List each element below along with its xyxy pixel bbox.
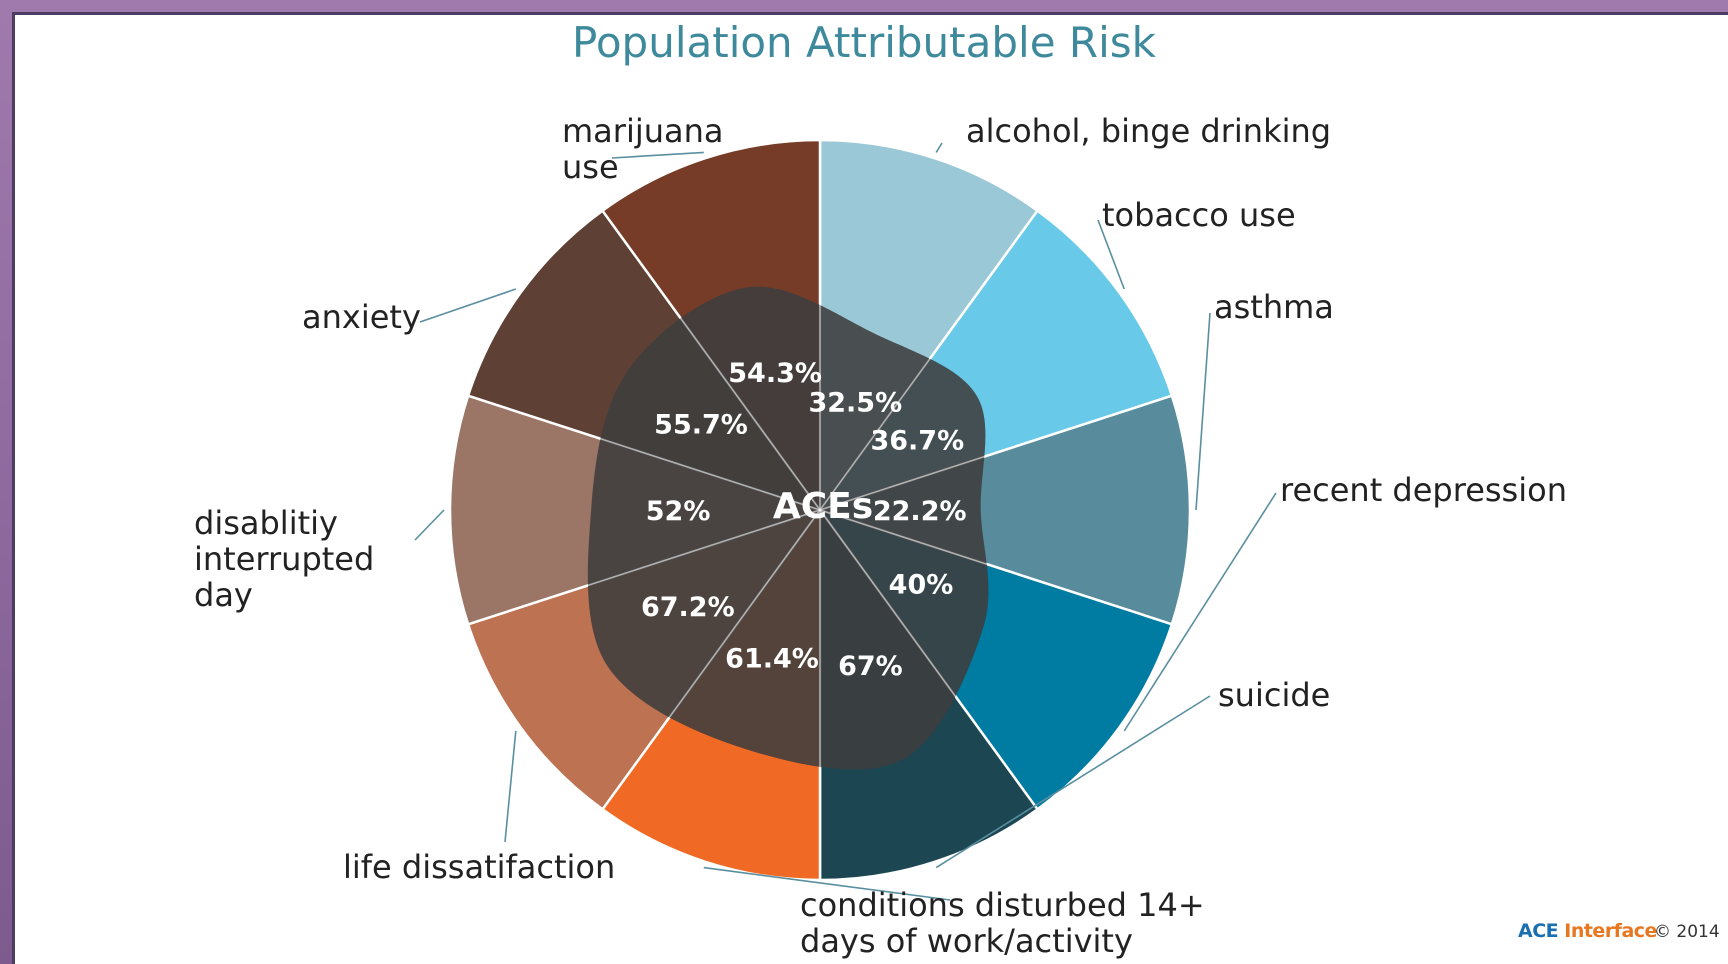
slice-divider: [819, 210, 1039, 511]
slice-value-label: 67%: [838, 651, 903, 682]
logo-text-accent: Interface: [1564, 920, 1657, 942]
slice-label: marijuana use: [562, 112, 724, 186]
slice-label: life dissatifaction: [343, 848, 615, 886]
slice-label: tobacco use: [1102, 196, 1296, 234]
ace-overlay-shape: [587, 286, 989, 770]
slice-divider: [601, 210, 821, 511]
slice-value-label: 52%: [646, 496, 711, 527]
leader-line: [1123, 492, 1277, 732]
slice-divider: [819, 509, 1039, 810]
center-label: ACEs: [773, 486, 873, 527]
slice-label: disablitiy interrupted day: [194, 504, 374, 614]
slice-divider: [819, 509, 1173, 626]
leader-line: [611, 151, 704, 159]
slice-value-label: 36.7%: [870, 425, 964, 456]
slice-divider: [819, 394, 1173, 511]
slice-value-label: 54.3%: [728, 358, 822, 389]
slice-label: conditions disturbed 14+ days of work/act…: [800, 886, 1205, 960]
slice-value-label: 55.7%: [654, 410, 748, 441]
slice-value-label: 61.4%: [725, 644, 819, 675]
leader-line: [935, 142, 943, 153]
copyright-notice: © 2014: [1654, 922, 1720, 942]
slice-label: recent depression: [1280, 471, 1567, 509]
slice-divider: [601, 509, 821, 810]
slice-divider: [467, 394, 821, 511]
chart-title: Population Attributable Risk: [572, 18, 1156, 67]
ace-interface-logo: ACE Interface: [1518, 920, 1657, 942]
leader-line: [1195, 312, 1211, 511]
slice-value-label: 22.2%: [873, 496, 967, 527]
slice-label: anxiety: [302, 298, 421, 336]
logo-text-primary: ACE: [1518, 920, 1565, 942]
slice-value-label: 32.5%: [808, 387, 902, 418]
slice-label: suicide: [1218, 676, 1330, 714]
slice-value-label: 40%: [889, 569, 954, 600]
slice-value-label: 67.2%: [641, 592, 735, 623]
slice-label: asthma: [1214, 288, 1334, 326]
leader-line: [419, 288, 517, 323]
leader-line: [935, 695, 1211, 869]
slice-divider: [467, 509, 821, 626]
pie-slice: [815, 394, 1192, 626]
slice-label: alcohol, binge drinking: [966, 112, 1331, 150]
leader-line: [1097, 219, 1125, 290]
leader-line: [703, 866, 951, 901]
leader-line: [504, 730, 517, 843]
leader-line: [414, 509, 445, 541]
